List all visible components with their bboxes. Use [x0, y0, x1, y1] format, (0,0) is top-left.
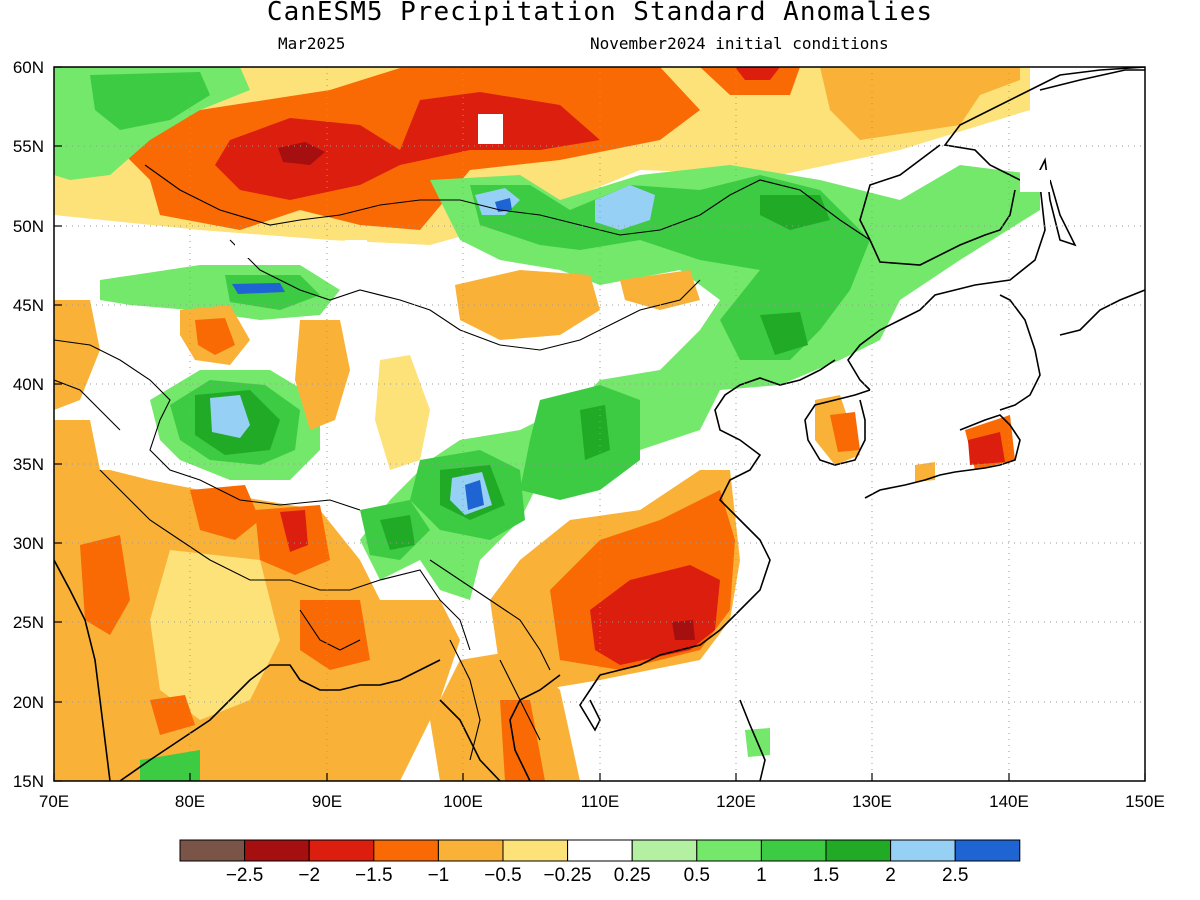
lon-label: 140E	[989, 792, 1029, 811]
field-orange-ne	[700, 67, 800, 95]
field-green-east-dark	[580, 405, 610, 460]
lon-label: 70E	[39, 792, 69, 811]
colorbar-label: −0.25	[544, 865, 592, 886]
lon-label: 130E	[852, 792, 892, 811]
field-darkred-sch	[672, 620, 695, 640]
lat-label: 55N	[13, 137, 44, 156]
colorbar-swatch	[890, 839, 956, 862]
lon-label: 80E	[175, 792, 205, 811]
lon-labels: 70E 80E 90E 100E 110E 120E 130E 140E 150…	[39, 792, 1165, 811]
lon-label: 100E	[443, 792, 483, 811]
field-orange-sw3	[190, 485, 260, 540]
field-yellow-ne	[820, 67, 1020, 140]
colorbar: −2.5 −2 −1.5 −1 −0.5 −0.25 0.25 0.5 1 1.5 2 2.5	[179, 839, 1021, 886]
colorbar-label: −2	[298, 865, 320, 886]
field-blue-n2	[495, 198, 512, 212]
lat-label: 25N	[13, 613, 44, 632]
field-green-east	[520, 385, 640, 500]
lat-labels: 60N 55N 50N 45N 40N 35N 30N 25N 20N 15N	[13, 58, 44, 791]
colorbar-label: 2	[885, 865, 896, 886]
field-yellow-west	[54, 300, 100, 410]
field-lightblue-n1	[595, 185, 655, 230]
field-lightblue-tarim	[210, 395, 250, 438]
colorbar-label: 0.5	[684, 865, 710, 886]
initial-conditions: November2024 initial conditions	[590, 34, 889, 53]
lat-label: 60N	[13, 58, 44, 77]
colorbar-swatch	[567, 839, 633, 862]
lat-label: 45N	[13, 296, 44, 315]
field-green-sc2-dark	[380, 515, 415, 550]
gridlines	[54, 67, 1145, 781]
colorbar-label: 1	[756, 865, 767, 886]
colorbar-swatch	[760, 839, 827, 862]
colorbar-swatch	[373, 839, 439, 862]
field-green-central-dark2	[760, 195, 830, 230]
colorbar-swatch	[696, 839, 762, 862]
country-borders	[54, 164, 871, 761]
colorbar-swatch	[179, 839, 246, 862]
field-yellow-west2	[54, 420, 100, 480]
lat-label: 15N	[13, 772, 44, 791]
colorbar-swatch	[437, 839, 504, 862]
colorbar-label: −1.5	[355, 865, 393, 886]
field-red-japan	[968, 432, 1005, 465]
masked-cells	[235, 114, 1050, 270]
colorbar-label: −0.5	[484, 865, 522, 886]
lon-label: 120E	[716, 792, 756, 811]
lat-label: 20N	[13, 693, 44, 712]
lat-label: 30N	[13, 534, 44, 553]
colorbar-swatch	[308, 839, 375, 862]
field-darkred-north	[278, 142, 325, 165]
coastlines	[54, 67, 1145, 781]
anomaly-field	[54, 67, 1040, 781]
axis-ticks	[53, 66, 1146, 782]
field-red-north	[215, 92, 600, 200]
field-green-central-dark	[470, 175, 870, 360]
field-green-nw-dark	[90, 72, 210, 130]
colorbar-label: 1.5	[813, 865, 839, 886]
colorbar-swatch	[954, 839, 1021, 862]
colorbar-swatch	[502, 839, 569, 862]
field-yellow-c1	[455, 270, 600, 340]
field-yellow-japan	[915, 462, 935, 482]
field-orange-sw2	[150, 695, 195, 735]
field-orange-bd	[300, 600, 370, 670]
lon-label: 150E	[1125, 792, 1165, 811]
lat-label: 50N	[13, 217, 44, 236]
field-yellow-sw-light	[150, 550, 280, 720]
colorbar-label: 2.5	[942, 865, 968, 886]
field-yellow-c3	[375, 355, 430, 470]
field-blue-sc	[465, 480, 484, 510]
colorbar-swatch	[825, 839, 892, 862]
field-yellow-c2	[295, 320, 350, 430]
field-orange-c1b	[195, 318, 235, 355]
lat-label: 35N	[13, 455, 44, 474]
colorbar-label: −1	[428, 865, 450, 886]
field-orange-indochina	[500, 700, 545, 781]
field-lightblue-balkhash	[232, 283, 285, 294]
field-green-central-dark3	[760, 312, 808, 355]
lon-label: 110E	[581, 792, 619, 811]
colorbar-swatch	[244, 839, 310, 862]
field-red-ne	[735, 67, 780, 80]
colorbar-label: 0.25	[614, 865, 651, 886]
field-orange-sw1	[80, 535, 130, 635]
field-orange-korea	[830, 412, 860, 452]
lat-label: 40N	[13, 375, 44, 394]
lon-label: 90E	[312, 792, 342, 811]
colorbar-swatch	[631, 839, 698, 862]
field-green-ind	[140, 750, 200, 781]
forecast-month: Mar2025	[278, 34, 346, 53]
map-title: CanESM5 Precipitation Standard Anomalies	[266, 0, 934, 27]
field-red-sw4	[280, 510, 308, 552]
colorbar-label: −2.5	[226, 865, 264, 886]
